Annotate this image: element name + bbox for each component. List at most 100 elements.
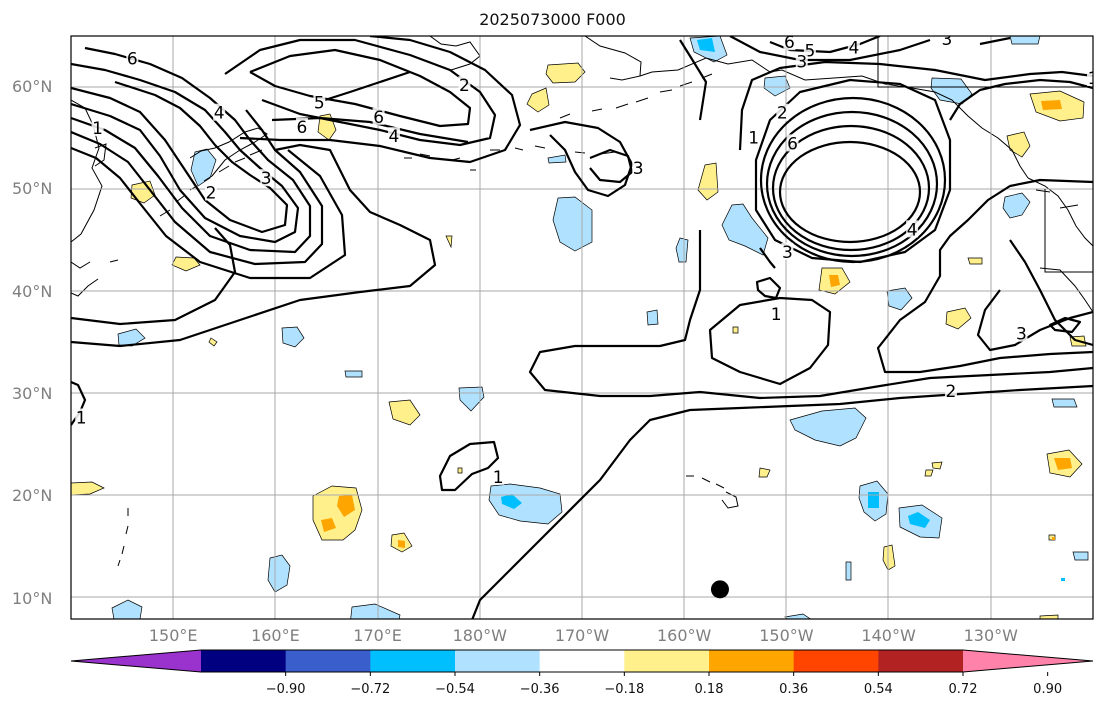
colorbar-extend-low (71, 650, 201, 672)
contour-line (738, 60, 1093, 151)
contour-line (979, 36, 1011, 46)
contour-line (729, 36, 931, 62)
shading-core-negative (501, 494, 522, 509)
contour-label: 5 (804, 41, 815, 61)
shading-patch-positive (924, 469, 934, 477)
contour-line (876, 178, 1093, 374)
contour-label-bg (786, 134, 799, 152)
contour-label-bg (770, 305, 783, 323)
map-title: 2025073000 F000 (479, 10, 626, 29)
contour-label-bg (213, 103, 226, 121)
contour-line (71, 109, 324, 266)
shading-patch-negative (763, 75, 791, 97)
colorbar-tick-label: −0.72 (350, 682, 391, 697)
shading-patch-negative (488, 483, 563, 525)
colorbar-tick-label: 0.36 (779, 682, 809, 697)
contour-label-bg (91, 119, 104, 137)
contour-label: 4 (214, 104, 225, 124)
contour-label: 1 (771, 305, 782, 325)
shading-patch-positive (130, 180, 156, 204)
contour-label-bg (847, 38, 860, 56)
contour-label-bg (783, 36, 796, 51)
contour-label-bg (75, 408, 88, 426)
lat-tick-label: 60°N (12, 77, 53, 97)
colorbar-tick-label: 0.18 (694, 682, 724, 697)
shading-patch-negative (675, 237, 689, 263)
coastline-aleutians (404, 73, 713, 171)
shading-patch-negative (1002, 192, 1031, 219)
point-marker (710, 580, 729, 599)
lat-tick-label: 50°N (12, 179, 53, 199)
colorbar-segment (624, 650, 710, 672)
contour-label: 6 (297, 118, 308, 138)
contour-line (71, 143, 437, 348)
shading-patch-negative (267, 554, 291, 593)
colorbar-tick-label: −0.36 (519, 682, 560, 697)
contour-label: 1 (1088, 69, 1099, 89)
shading-core-positive (829, 275, 840, 287)
coastline-hawaii (686, 475, 739, 509)
shading-patch-negative (930, 77, 973, 105)
contour-label-bg (1015, 324, 1028, 342)
contour-label: 3 (782, 243, 793, 263)
contour-label: 6 (787, 134, 798, 154)
contour-label: 4 (389, 127, 400, 147)
contour-label-bg (776, 103, 789, 121)
contour-line (778, 140, 922, 244)
coastline-kuril (159, 149, 263, 217)
contour-line (471, 384, 1093, 619)
contour-label-bg (313, 93, 326, 111)
contour-line (759, 247, 776, 269)
colorbar-segment (370, 650, 456, 672)
contour-layer (71, 36, 1093, 619)
colorbar-segment (539, 650, 625, 672)
shading-core-negative (697, 38, 715, 52)
lat-tick-label: 40°N (12, 281, 53, 301)
contour-label-bg (1087, 68, 1093, 86)
shading-core-negative (868, 492, 879, 508)
contour-line (71, 80, 289, 234)
contour-line (754, 78, 952, 264)
colorbar-tick-label: −0.90 (265, 682, 306, 697)
contour-label: 3 (261, 169, 272, 189)
coastline-asia (71, 99, 119, 297)
lon-tick-label: 160°E (251, 626, 300, 645)
contour-label: 6 (373, 108, 384, 128)
colorbar-tick-label: −0.18 (604, 682, 645, 697)
contour-label: 5 (314, 93, 325, 113)
contour-line (589, 148, 634, 184)
contour-line (708, 296, 832, 386)
contour-label: 1 (493, 468, 504, 488)
shading-patch-negative (784, 613, 812, 619)
contour-label-bg (747, 128, 760, 146)
shading-patch-positive (967, 257, 983, 265)
contour-label: 3 (941, 30, 952, 50)
contour-label: 1 (76, 409, 87, 429)
coastline-kamchatka (189, 127, 268, 177)
lon-tick-label: 170°E (353, 626, 402, 645)
lat-tick-label: 10°N (12, 588, 53, 608)
colorbar-segment (201, 650, 287, 672)
shading-patch-negative (344, 370, 363, 378)
region-box (877, 36, 1093, 273)
lon-tick-label: 160°W (657, 626, 712, 645)
coastline-marianas (117, 508, 129, 567)
lon-tick-label: 180°W (452, 626, 507, 645)
contour-line (679, 39, 708, 121)
contour-line (765, 110, 939, 258)
gridlines (71, 36, 1093, 619)
contour-line (239, 36, 522, 164)
shading-patch-positive (388, 399, 421, 426)
shading-patch-negative (117, 328, 146, 347)
shading-patch-positive (1039, 614, 1059, 619)
shading-patch-negative (190, 148, 217, 187)
colorbar-segment (709, 650, 795, 672)
shading-core-positive (1054, 458, 1072, 470)
shading-patch-negative (281, 326, 305, 348)
lon-tick-label: 170°W (554, 626, 610, 645)
contour-line (71, 227, 237, 326)
contour-label-bg (126, 49, 139, 67)
plot-frame (70, 35, 1094, 620)
contour-label: 3 (1016, 325, 1027, 345)
